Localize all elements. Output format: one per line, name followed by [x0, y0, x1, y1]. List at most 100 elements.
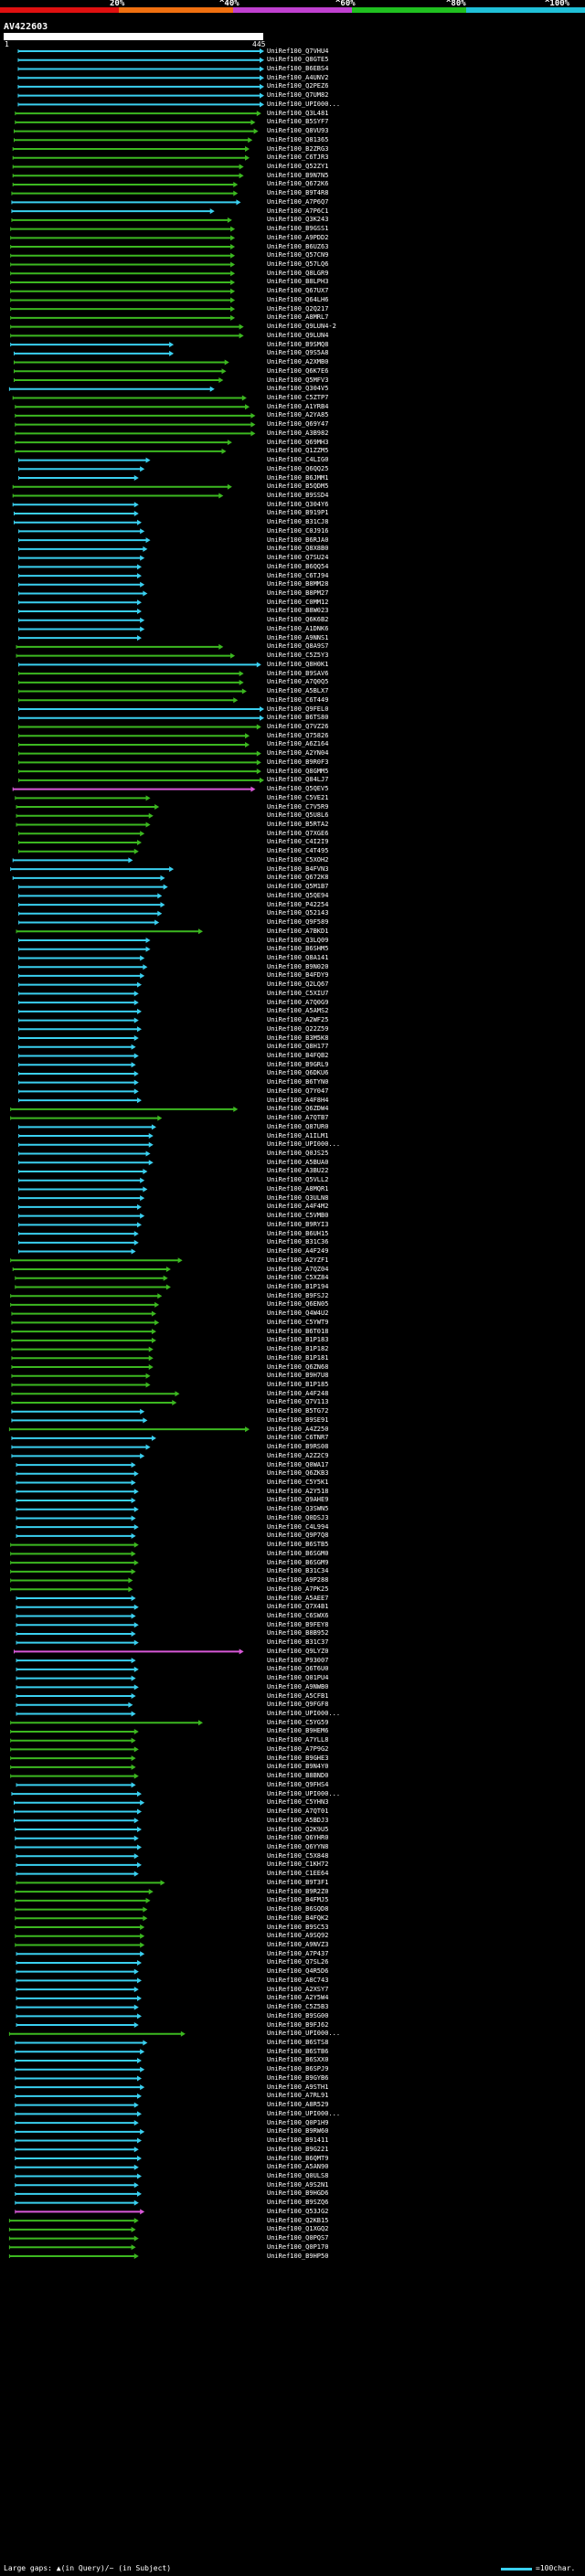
hit-label[interactable]: UniRef100_Q7XGE6 [267, 829, 329, 837]
hit-label[interactable]: UniRef100_A2XMB0 [267, 358, 329, 366]
hit-label[interactable]: UniRef100_A4Z250 [267, 1425, 329, 1433]
hit-label[interactable]: UniRef100_A9SQ92 [267, 1932, 329, 1940]
hit-label[interactable]: UniRef100_B9T4R8 [267, 189, 329, 197]
hit-label[interactable]: UniRef100_Q9FHS4 [267, 1780, 329, 1788]
hit-label[interactable]: UniRef100_Q5MFV3 [267, 376, 329, 384]
hit-label[interactable]: UniRef100_B8BND0 [267, 1772, 329, 1780]
hit-label[interactable]: UniRef100_Q1ZZM5 [267, 447, 329, 455]
hit-label[interactable]: UniRef100_A9NNS1 [267, 633, 329, 641]
hit-label[interactable]: UniRef100_Q9P7Q8 [267, 1532, 329, 1540]
hit-label[interactable]: UniRef100_A4UNV2 [267, 73, 329, 81]
hit-label[interactable]: UniRef100_Q8VU93 [267, 127, 329, 135]
hit-label[interactable]: UniRef100_Q672K6 [267, 180, 329, 188]
hit-label[interactable]: UniRef100_Q3SWN5 [267, 1505, 329, 1513]
hit-label[interactable]: UniRef100_B6JMM1 [267, 473, 329, 482]
hit-label[interactable]: UniRef100_A3BU22 [267, 1167, 329, 1175]
hit-label[interactable]: UniRef100_Q0JS25 [267, 1150, 329, 1158]
hit-label[interactable]: UniRef100_A7P9G2 [267, 1744, 329, 1753]
hit-label[interactable]: UniRef100_B9GHE3 [267, 1754, 329, 1762]
hit-label[interactable]: UniRef100_Q52143 [267, 909, 329, 917]
hit-label[interactable]: UniRef100_B9SZQ6 [267, 2199, 329, 2207]
hit-label[interactable]: UniRef100_Q1XGQ2 [267, 2225, 329, 2233]
hit-label[interactable]: UniRef100_A9S2N1 [267, 2180, 329, 2189]
hit-label[interactable]: UniRef100_Q9FGF8 [267, 1701, 329, 1709]
hit-label[interactable]: UniRef100_UPI000... [267, 2030, 341, 2038]
hit-label[interactable]: UniRef100_C5VMB0 [267, 1212, 329, 1220]
hit-label[interactable]: UniRef100_Q8LGR9 [267, 269, 329, 277]
hit-label[interactable]: UniRef100_B6RJA0 [267, 535, 329, 544]
hit-label[interactable]: UniRef100_A7BKD1 [267, 927, 329, 935]
hit-label[interactable]: UniRef100_Q6T6U0 [267, 1665, 329, 1673]
hit-label[interactable]: UniRef100_Q8A9S7 [267, 642, 329, 651]
hit-label[interactable]: UniRef100_Q0WA17 [267, 1460, 329, 1468]
hit-label[interactable]: UniRef100_B9R2Z0 [267, 1887, 329, 1895]
hit-label[interactable]: UniRef100_C7V5R9 [267, 802, 329, 811]
hit-label[interactable]: UniRef100_C6TNR7 [267, 1434, 329, 1442]
hit-label[interactable]: UniRef100_B8PM27 [267, 589, 329, 598]
hit-label[interactable]: UniRef100_A5AMS2 [267, 1007, 329, 1015]
hit-label[interactable]: UniRef100_A1DNK6 [267, 624, 329, 632]
hit-label[interactable]: UniRef100_C5YG59 [267, 1718, 329, 1726]
hit-label[interactable]: UniRef100_A2YN04 [267, 749, 329, 758]
hit-label[interactable]: UniRef100_A4F4M2 [267, 1203, 329, 1211]
hit-label[interactable]: UniRef100_B9G221 [267, 2145, 329, 2153]
hit-label[interactable]: UniRef100_Q3K243 [267, 216, 329, 224]
hit-label[interactable]: UniRef100_B1P194 [267, 1282, 329, 1290]
hit-label[interactable]: UniRef100_Q7Y047 [267, 1087, 329, 1095]
hit-label[interactable]: UniRef100_B1P182 [267, 1345, 329, 1353]
hit-label[interactable]: UniRef100_C5XIU7 [267, 989, 329, 997]
hit-label[interactable]: UniRef100_C5XZ84 [267, 1274, 329, 1282]
hit-label[interactable]: UniRef100_Q2LQ67 [267, 981, 329, 989]
hit-label[interactable]: UniRef100_Q84LJ7 [267, 776, 329, 784]
hit-label[interactable]: UniRef100_A8MQR1 [267, 1184, 329, 1193]
hit-label[interactable]: UniRef100_Q9LUN4-2 [267, 323, 336, 331]
hit-label[interactable]: UniRef100_B9N7N5 [267, 171, 329, 179]
hit-label[interactable]: UniRef100_C5VE21 [267, 793, 329, 801]
hit-label[interactable]: UniRef100_A8R529 [267, 2101, 329, 2109]
hit-label[interactable]: UniRef100_B6UZ63 [267, 242, 329, 250]
hit-label[interactable]: UniRef100_C5Y5K1 [267, 1479, 329, 1487]
hit-label[interactable]: UniRef100_B9H7U8 [267, 1372, 329, 1380]
hit-label[interactable]: UniRef100_B9FJ62 [267, 2020, 329, 2029]
hit-label[interactable]: UniRef100_Q57LQ6 [267, 260, 329, 269]
hit-label[interactable]: UniRef100_A4F248 [267, 1389, 329, 1397]
hit-label[interactable]: UniRef100_Q6ZDW4 [267, 1105, 329, 1113]
hit-label[interactable]: UniRef100_C5YWT9 [267, 1318, 329, 1326]
hit-label[interactable]: UniRef100_A7QT01 [267, 1807, 329, 1816]
hit-label[interactable]: UniRef100_A1ILM1 [267, 1131, 329, 1140]
hit-label[interactable]: UniRef100_Q7UM82 [267, 91, 329, 100]
hit-label[interactable]: UniRef100_Q67UX7 [267, 287, 329, 295]
hit-label[interactable]: UniRef100_A4F8H4 [267, 1096, 329, 1104]
hit-label[interactable]: UniRef100_B4FQK2 [267, 1913, 329, 1922]
hit-label[interactable]: UniRef100_B6SHM5 [267, 945, 329, 953]
hit-label[interactable]: UniRef100_C4LIG0 [267, 456, 329, 464]
hit-label[interactable]: UniRef100_C5Z5B3 [267, 2003, 329, 2011]
hit-label[interactable]: UniRef100_B9RW60 [267, 2127, 329, 2136]
hit-label[interactable]: UniRef100_Q3LQ09 [267, 936, 329, 944]
hit-label[interactable]: UniRef100_Q8H0K1 [267, 660, 329, 668]
hit-label[interactable]: UniRef100_A5AN90 [267, 2163, 329, 2171]
hit-label[interactable]: UniRef100_B6UH15 [267, 1229, 329, 1237]
hit-label[interactable]: UniRef100_A4F249 [267, 1247, 329, 1256]
hit-label[interactable]: UniRef100_UPI000... [267, 1710, 341, 1717]
hit-label[interactable]: UniRef100_B9RS08 [267, 1443, 329, 1451]
hit-label[interactable]: UniRef100_A7RL91 [267, 2092, 329, 2100]
hit-label[interactable]: UniRef100_C1EE64 [267, 1870, 329, 1878]
hit-label[interactable]: UniRef100_C5YHN3 [267, 1798, 329, 1807]
hit-label[interactable]: UniRef100_UPI000... [267, 100, 341, 108]
hit-label[interactable]: UniRef100_A5AEE7 [267, 1594, 329, 1602]
hit-label[interactable]: UniRef100_B9SC53 [267, 1923, 329, 1931]
hit-label[interactable]: UniRef100_B5TG72 [267, 1407, 329, 1415]
hit-label[interactable]: UniRef100_B8B952 [267, 1629, 329, 1638]
hit-label[interactable]: UniRef100_B8MM28 [267, 580, 329, 588]
hit-label[interactable]: UniRef100_Q0P1H9 [267, 2118, 329, 2126]
hit-label[interactable]: UniRef100_Q8A141 [267, 953, 329, 961]
hit-label[interactable]: UniRef100_A1YRB4 [267, 402, 329, 410]
hit-label[interactable]: UniRef100_A5CFB1 [267, 1691, 329, 1700]
hit-label[interactable]: UniRef100_C0J916 [267, 526, 329, 535]
hit-label[interactable]: UniRef100_Q4W4U2 [267, 1309, 329, 1318]
hit-label[interactable]: UniRef100_Q69MH3 [267, 438, 329, 446]
hit-label[interactable]: UniRef100_B31C34 [267, 1567, 329, 1575]
hit-label[interactable]: UniRef100_B3M5K8 [267, 1034, 329, 1042]
hit-label[interactable]: UniRef100_Q0PQS7 [267, 2234, 329, 2242]
